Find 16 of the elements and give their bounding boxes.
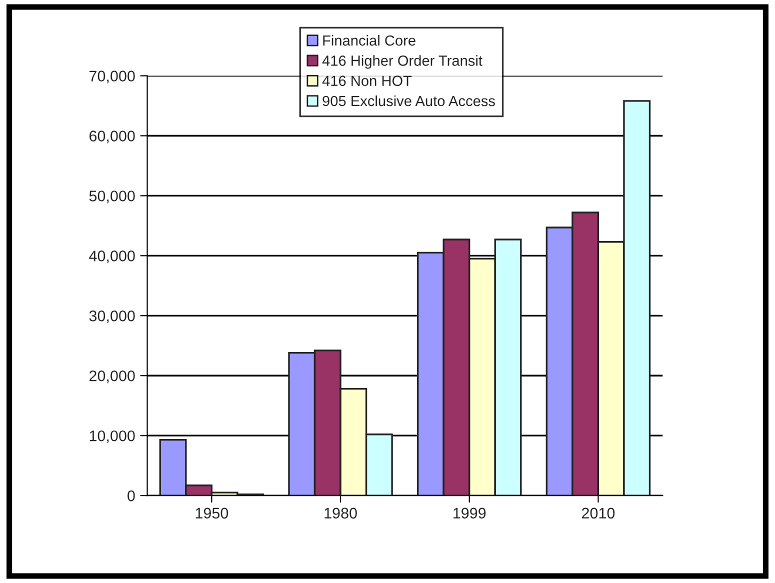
y-tick-label: 20,000 xyxy=(89,370,135,384)
y-tick-label: 50,000 xyxy=(89,190,135,204)
legend-label: Financial Core xyxy=(323,34,416,46)
x-tick-label: 1980 xyxy=(324,508,357,519)
y-tick-label: 0 xyxy=(128,490,135,502)
y-tick-label: 40,000 xyxy=(89,250,135,264)
legend-label: 416 Non HOT xyxy=(322,76,412,86)
y-tick-label: 60,000 xyxy=(89,130,135,144)
x-tick-label: 1999 xyxy=(454,508,486,519)
y-tick-label: 10,000 xyxy=(90,430,135,444)
x-tick-label: 2010 xyxy=(582,508,615,519)
legend-label: 905 Exclusive Auto Access xyxy=(322,95,495,106)
y-tick-label: 30,000 xyxy=(89,310,135,324)
x-tick-label: 1950 xyxy=(196,508,228,519)
y-tick-label: 70,000 xyxy=(90,70,135,84)
legend-label: 416 Higher Order Transit xyxy=(322,55,482,69)
